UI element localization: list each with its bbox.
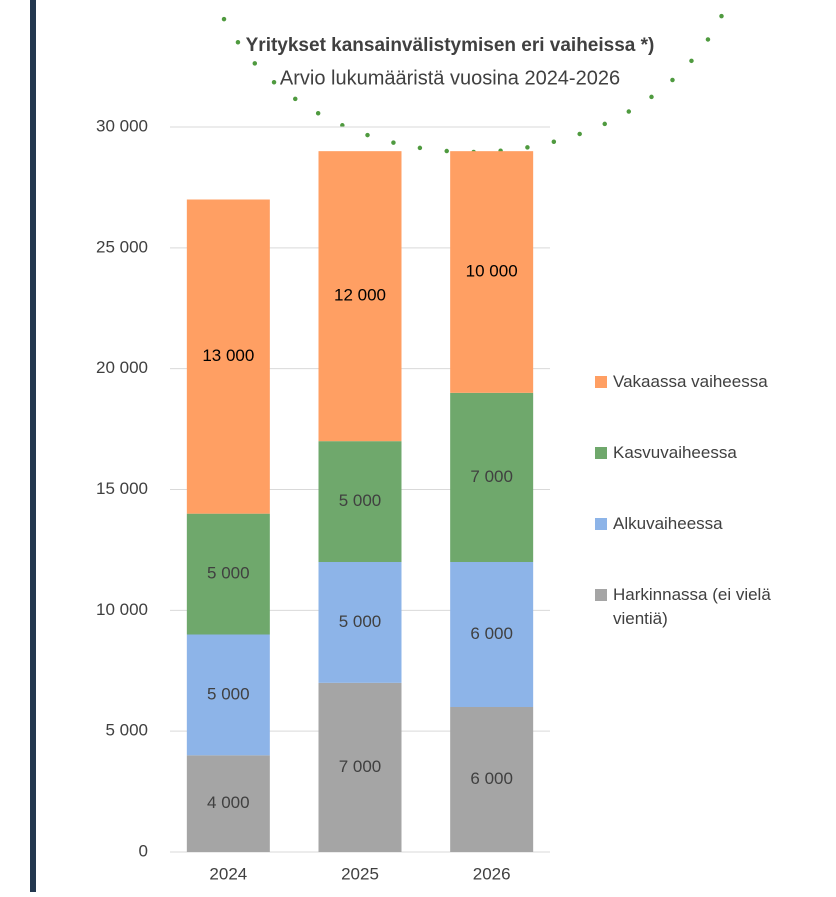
x-tick-label: 2024: [209, 864, 247, 883]
legend-label: Vakaassa vaiheessa: [613, 370, 768, 394]
x-tick-label: 2026: [473, 864, 511, 883]
chart-title: Yritykset kansainvälistymisen eri vaihei…: [246, 35, 655, 56]
y-tick-label: 15 000: [96, 479, 148, 498]
legend-item: Alkuvaiheessa: [595, 512, 825, 536]
side-bar: [30, 0, 36, 892]
data-label: 5 000: [207, 564, 250, 583]
data-label: 7 000: [470, 467, 513, 486]
data-label: 13 000: [202, 346, 254, 365]
y-tick-label: 25 000: [96, 237, 148, 256]
legend-item: Harkinnassa (ei vielä vientiä): [595, 583, 825, 631]
data-label: 6 000: [470, 769, 513, 788]
y-tick-label: 0: [139, 841, 148, 860]
data-label: 6 000: [470, 624, 513, 643]
x-tick-label: 2025: [341, 864, 379, 883]
y-tick-label: 5 000: [105, 721, 148, 740]
chart-subtitle: Arvio lukumääristä vuosina 2024-2026: [280, 67, 620, 89]
legend-label: Alkuvaiheessa: [613, 512, 723, 536]
legend-label: Harkinnassa (ei vielä vientiä): [613, 583, 825, 631]
legend-swatch: [595, 589, 607, 601]
data-label: 5 000: [339, 612, 382, 631]
y-tick-label: 20 000: [96, 358, 148, 377]
legend-swatch: [595, 518, 607, 530]
legend-item: Kasvuvaiheessa: [595, 441, 825, 465]
page: Yritykset kansainvälistymisen eri vaihei…: [0, 0, 836, 892]
legend-item: Vakaassa vaiheessa: [595, 370, 825, 394]
data-label: 4 000: [207, 793, 250, 812]
legend-label: Kasvuvaiheessa: [613, 441, 737, 465]
data-label: 7 000: [339, 757, 382, 776]
data-label: 5 000: [207, 684, 250, 703]
y-tick-label: 30 000: [96, 116, 148, 135]
y-tick-label: 10 000: [96, 600, 148, 619]
legend-swatch: [595, 447, 607, 459]
legend-swatch: [595, 376, 607, 388]
data-label: 10 000: [466, 261, 518, 280]
data-label: 5 000: [339, 491, 382, 510]
data-label: 12 000: [334, 286, 386, 305]
